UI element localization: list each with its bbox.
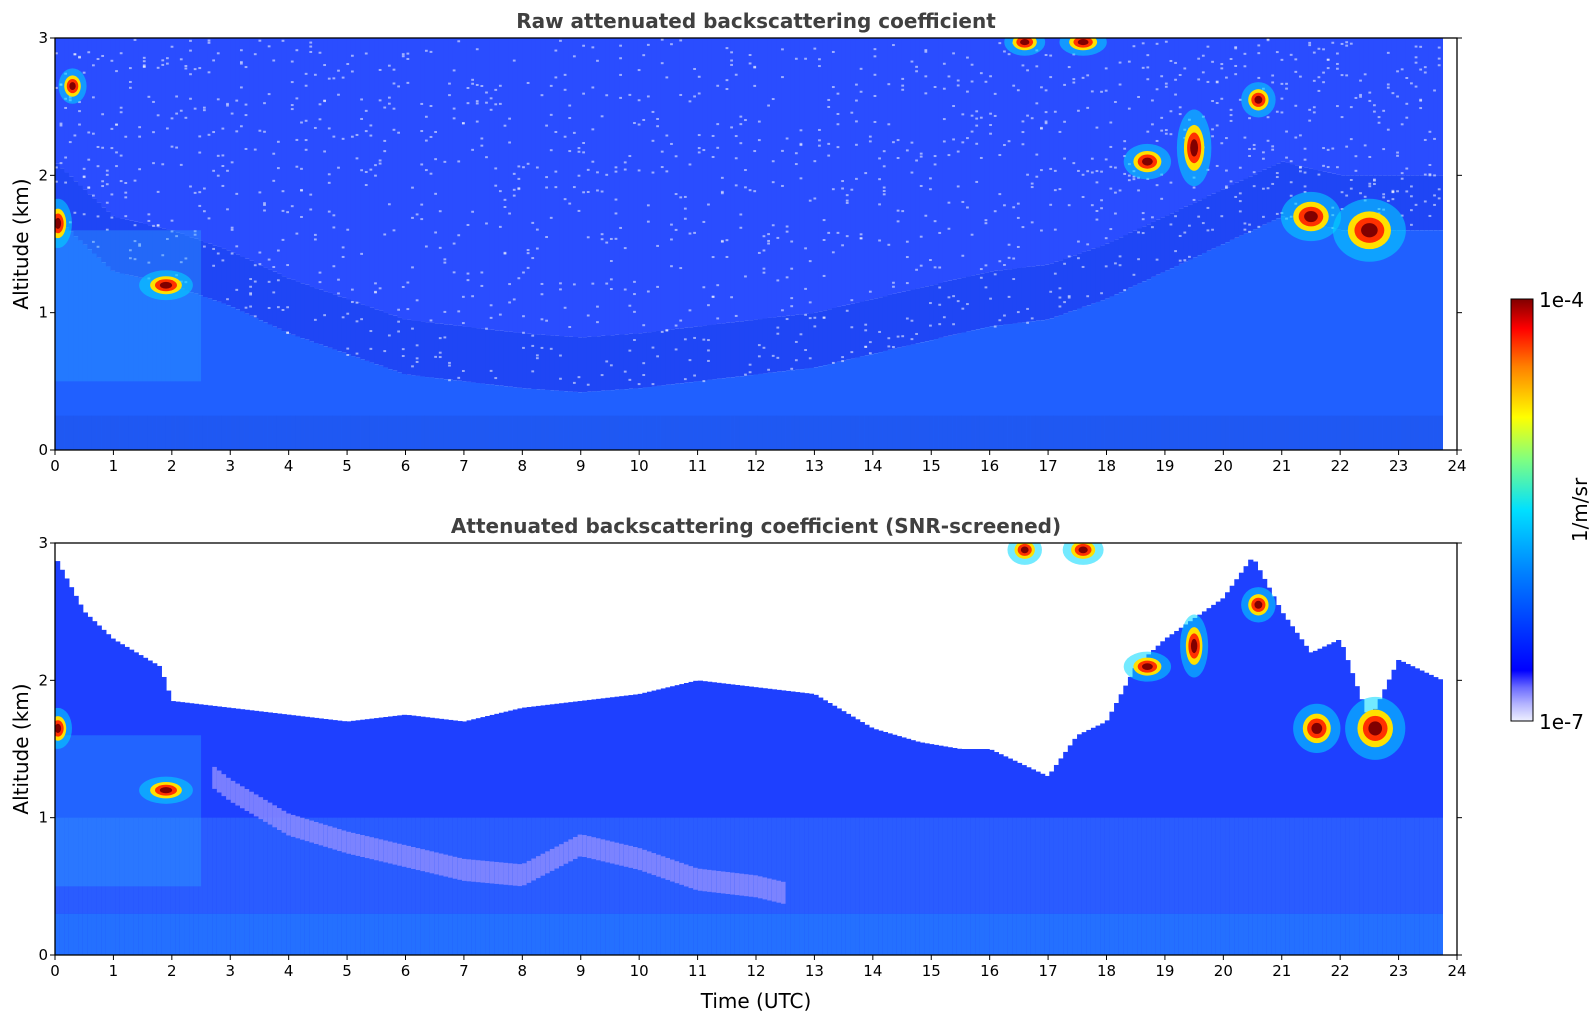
x-tick-label: 0 [50, 962, 60, 980]
x-tick-label: 11 [688, 457, 707, 475]
x-tick-label: 17 [1039, 457, 1058, 475]
x-tick-label: 15 [922, 457, 941, 475]
x-tick-label: 6 [401, 962, 411, 980]
x-tick-label: 7 [459, 457, 469, 475]
panel2-axes: 0 1 2 3 4 5 6 7 8 9 10 11 12 13 14 15 16 17 18 19 20 21 22 23 24… [38, 534, 1466, 980]
x-tick-label: 18 [1097, 962, 1116, 980]
x-tick-label: 2 [167, 457, 177, 475]
x-tick-label: 12 [746, 457, 765, 475]
x-tick-label: 22 [1331, 457, 1350, 475]
x-tick-label: 10 [630, 457, 649, 475]
x-tick-label: 13 [805, 457, 824, 475]
panel1-title: Raw attenuated backscattering coefficien… [516, 9, 996, 33]
x-tick-label: 16 [980, 962, 999, 980]
x-tick-label: 24 [1447, 962, 1466, 980]
x-tick-label: 9 [576, 962, 586, 980]
x-tick-label: 4 [284, 457, 294, 475]
x-tick-label: 23 [1389, 457, 1408, 475]
x-tick-label: 7 [459, 962, 469, 980]
y-tick-label: 3 [38, 534, 48, 552]
colorbar-gradient [1510, 298, 1534, 722]
x-tick-label: 16 [980, 457, 999, 475]
colorbar-min-label: 1e-7 [1539, 710, 1584, 734]
x-tick-label: 2 [167, 962, 177, 980]
x-tick-label: 3 [225, 457, 235, 475]
x-tick-label: 9 [576, 457, 586, 475]
panel1-axes: 0 1 2 3 4 5 6 7 8 9 10 11 12 13 14 15 16 17 18 19 20 21 22 23 24… [38, 29, 1466, 475]
x-tick-label: 19 [1155, 962, 1174, 980]
colorbar-max-label: 1e-4 [1539, 288, 1584, 312]
panel1-ylabel: Altitude (km) [9, 178, 33, 309]
x-tick-label: 13 [805, 962, 824, 980]
colorbar: 1e-4 1e-7 1/m/sr [1510, 288, 1592, 734]
x-tick-label: 24 [1447, 457, 1466, 475]
x-tick-label: 3 [225, 962, 235, 980]
x-tick-label: 22 [1331, 962, 1350, 980]
y-tick-label: 2 [38, 671, 48, 689]
x-tick-label: 12 [746, 962, 765, 980]
x-tick-label: 23 [1389, 962, 1408, 980]
x-tick-label: 8 [518, 457, 528, 475]
x-tick-label: 4 [284, 962, 294, 980]
colorbar-unit-label: 1/m/sr [1568, 477, 1592, 542]
x-tick-label: 20 [1214, 962, 1233, 980]
x-tick-label: 0 [50, 457, 60, 475]
x-tick-label: 1 [109, 962, 119, 980]
x-tick-label: 20 [1214, 457, 1233, 475]
screened-backscatter-panel: Attenuated backscattering coefficient (S… [9, 514, 1467, 1013]
y-tick-label: 1 [38, 809, 48, 827]
x-tick-label: 1 [109, 457, 119, 475]
x-tick-label: 17 [1039, 962, 1058, 980]
y-tick-label: 0 [38, 946, 48, 964]
x-tick-label: 14 [863, 962, 882, 980]
x-tick-label: 11 [688, 962, 707, 980]
raw-backscatter-panel: Raw attenuated backscattering coefficien… [9, 9, 1467, 475]
panel2-title: Attenuated backscattering coefficient (S… [451, 514, 1061, 538]
x-tick-label: 5 [342, 457, 352, 475]
x-tick-label: 19 [1155, 457, 1174, 475]
x-tick-label: 8 [518, 962, 528, 980]
y-tick-label: 0 [38, 441, 48, 459]
y-tick-label: 3 [38, 29, 48, 47]
x-tick-label: 21 [1272, 457, 1291, 475]
raw-backscatter-heatmap [55, 38, 1443, 450]
x-tick-label: 18 [1097, 457, 1116, 475]
x-tick-label: 6 [401, 457, 411, 475]
panel2-ylabel: Altitude (km) [9, 683, 33, 814]
x-tick-label: 10 [630, 962, 649, 980]
x-tick-label: 5 [342, 962, 352, 980]
y-tick-label: 1 [38, 304, 48, 322]
screened-backscatter-heatmap [55, 543, 1443, 955]
x-tick-label: 14 [863, 457, 882, 475]
x-tick-label: 15 [922, 962, 941, 980]
x-tick-label: 21 [1272, 962, 1291, 980]
y-tick-label: 2 [38, 166, 48, 184]
panel2-xlabel: Time (UTC) [700, 989, 812, 1013]
